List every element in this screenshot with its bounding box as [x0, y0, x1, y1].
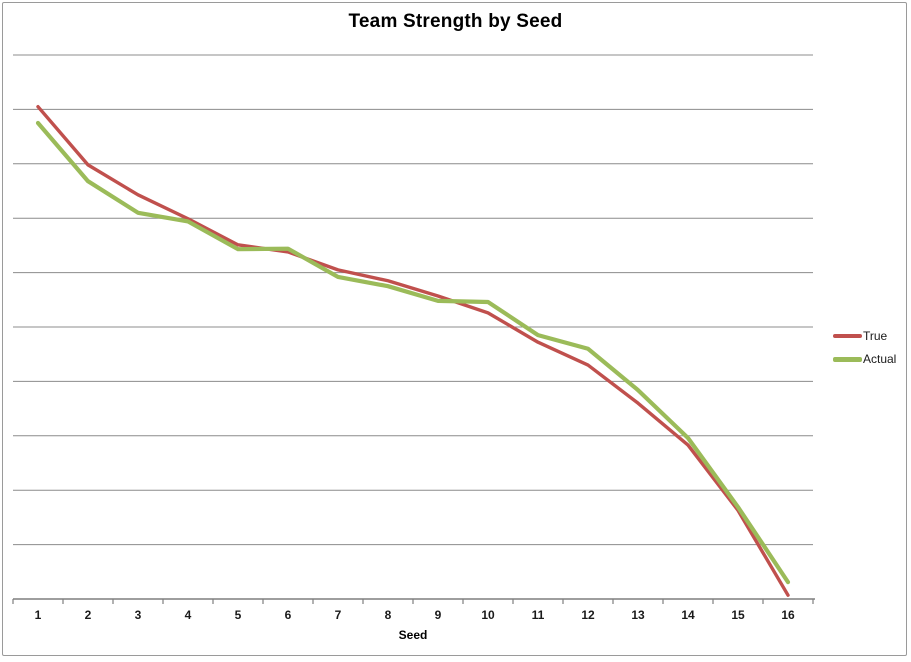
x-tick-label: 13 — [631, 608, 645, 622]
x-tick-label: 10 — [481, 608, 495, 622]
x-tick-label: 1 — [35, 608, 42, 622]
legend-label-true: True — [863, 329, 888, 343]
x-tick-label: 3 — [135, 608, 142, 622]
legend: True Actual — [833, 329, 896, 366]
x-tick-label: 14 — [681, 608, 695, 622]
legend-swatch-true-icon — [833, 334, 862, 338]
x-tick-label: 9 — [435, 608, 442, 622]
legend-item-true: True — [833, 329, 896, 343]
x-tick-label: 15 — [731, 608, 745, 622]
legend-label-actual: Actual — [863, 352, 897, 366]
x-tick-label: 12 — [581, 608, 595, 622]
x-tick-label: 11 — [532, 608, 545, 622]
legend-item-actual: Actual — [833, 352, 896, 366]
x-tick-label: 16 — [781, 608, 795, 622]
x-tick-label: 7 — [335, 608, 342, 622]
x-tick-label: 6 — [285, 608, 292, 622]
x-axis-title: Seed — [398, 628, 428, 642]
x-tick-label: 2 — [85, 608, 92, 622]
series-line-actual — [35, 120, 791, 585]
chart-title: Team Strength by Seed — [348, 11, 563, 32]
x-tick-label: 5 — [235, 608, 242, 622]
legend-swatch-actual-icon — [833, 356, 862, 362]
series-line-true — [36, 104, 790, 597]
x-tick-label: 4 — [185, 608, 192, 622]
x-tick-label: 8 — [385, 608, 392, 622]
